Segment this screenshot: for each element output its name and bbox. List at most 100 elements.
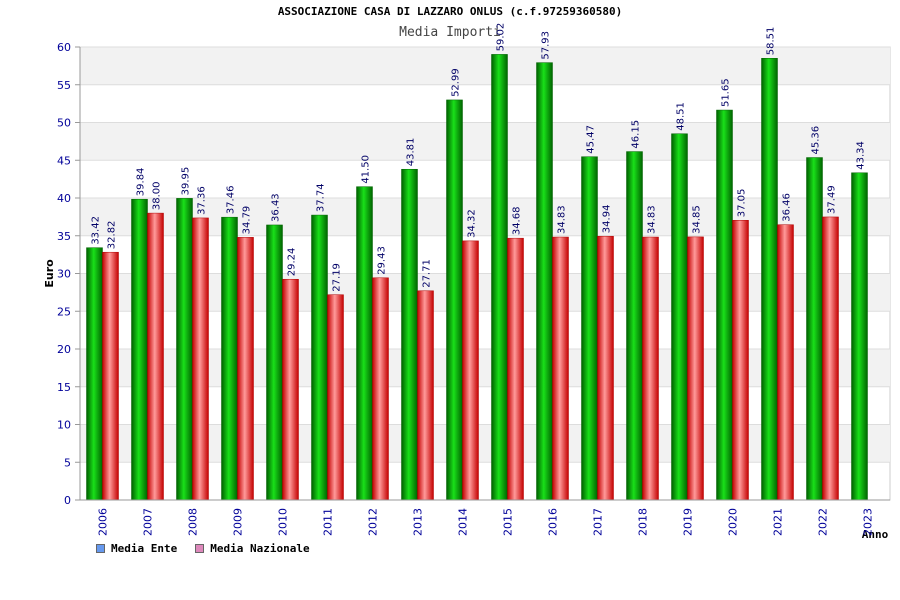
grid-band bbox=[80, 349, 890, 387]
bar-media-nazionale bbox=[732, 220, 749, 501]
data-label: 37.36 bbox=[197, 186, 208, 215]
legend-item-media-nazionale: Media Nazionale bbox=[195, 542, 310, 555]
data-label: 41.50 bbox=[361, 155, 372, 184]
chart-title: ASSOCIAZIONE CASA DI LAZZARO ONLUS (c.f.… bbox=[277, 5, 623, 18]
data-label: 45.47 bbox=[586, 125, 597, 154]
data-label: 57.93 bbox=[541, 31, 552, 60]
bar-media-ente bbox=[851, 172, 868, 501]
bar-media-nazionale bbox=[822, 216, 839, 501]
bar-media-ente bbox=[761, 57, 778, 501]
bar-media-ente bbox=[221, 216, 238, 501]
bar-media-nazionale bbox=[462, 240, 479, 501]
bar-media-ente bbox=[311, 214, 328, 501]
legend-label-media-ente: Media Ente bbox=[111, 542, 178, 555]
bar-media-nazionale bbox=[777, 224, 794, 501]
y-tick-label: 25 bbox=[57, 305, 71, 318]
bar-media-nazionale bbox=[102, 251, 119, 501]
grid-band bbox=[80, 47, 890, 85]
bar-media-ente bbox=[266, 224, 283, 501]
y-tick-label: 50 bbox=[57, 117, 71, 130]
y-tick-label: 15 bbox=[57, 381, 71, 394]
bar-media-nazionale bbox=[147, 212, 164, 501]
data-label: 37.74 bbox=[316, 183, 327, 212]
y-tick-label: 0 bbox=[64, 494, 71, 507]
data-label: 34.85 bbox=[692, 205, 703, 234]
legend: Media Ente Media Nazionale bbox=[96, 542, 310, 555]
bar-media-nazionale bbox=[372, 277, 389, 501]
y-tick-label: 40 bbox=[57, 192, 71, 205]
legend-item-media-ente: Media Ente bbox=[96, 542, 177, 555]
data-label: 34.68 bbox=[512, 207, 523, 236]
data-label: 29.43 bbox=[377, 246, 388, 275]
x-tick-label: 2013 bbox=[412, 508, 425, 536]
data-label: 48.51 bbox=[676, 102, 687, 131]
x-tick-label: 2012 bbox=[367, 508, 380, 536]
x-tick-label: 2007 bbox=[142, 508, 155, 536]
y-tick-label: 5 bbox=[64, 456, 71, 469]
y-tick-label: 20 bbox=[57, 343, 71, 356]
data-label: 37.05 bbox=[737, 189, 748, 218]
data-label: 32.82 bbox=[107, 221, 118, 250]
bar-media-ente bbox=[401, 168, 418, 501]
bar-media-ente bbox=[491, 54, 508, 501]
x-tick-label: 2015 bbox=[502, 508, 515, 536]
y-tick-label: 30 bbox=[57, 268, 71, 281]
bar-media-nazionale bbox=[282, 278, 299, 501]
x-tick-label: 2019 bbox=[682, 508, 695, 536]
x-tick-label: 2017 bbox=[592, 508, 605, 536]
x-tick-label: 2010 bbox=[277, 508, 290, 536]
x-tick-label: 2014 bbox=[457, 508, 470, 536]
x-tick-label: 2016 bbox=[547, 508, 560, 536]
data-label: 43.81 bbox=[406, 138, 417, 167]
y-tick-label: 55 bbox=[57, 79, 71, 92]
data-label: 59.02 bbox=[496, 23, 507, 52]
data-label: 33.42 bbox=[91, 216, 102, 245]
data-label: 38.00 bbox=[152, 181, 163, 210]
y-tick-label: 60 bbox=[57, 41, 71, 54]
y-tick-label: 45 bbox=[57, 154, 71, 167]
x-tick-label: 2021 bbox=[772, 508, 785, 536]
bar-media-nazionale bbox=[642, 236, 659, 501]
x-tick-label: 2023 bbox=[862, 508, 875, 536]
bar-media-ente bbox=[446, 99, 463, 501]
bar-media-ente bbox=[536, 62, 553, 501]
bar-media-nazionale bbox=[237, 237, 254, 501]
data-label: 34.32 bbox=[467, 209, 478, 238]
grid-band bbox=[80, 122, 890, 161]
legend-label-media-nazionale: Media Nazionale bbox=[210, 542, 310, 555]
x-tick-label: 2018 bbox=[637, 508, 650, 536]
bar-media-ente bbox=[581, 156, 598, 501]
data-label: 27.71 bbox=[422, 259, 433, 288]
data-label: 37.46 bbox=[226, 186, 237, 215]
x-tick-label: 2008 bbox=[187, 508, 200, 536]
bar-media-ente bbox=[86, 247, 103, 501]
bar-media-ente bbox=[176, 198, 193, 501]
bar-media-ente bbox=[671, 133, 688, 501]
x-axis-label: Anno bbox=[862, 528, 889, 541]
grid-band bbox=[80, 273, 890, 312]
bar-media-nazionale bbox=[417, 290, 434, 501]
data-label: 43.34 bbox=[856, 141, 867, 170]
data-label: 34.83 bbox=[557, 205, 568, 234]
y-axis-label: Euro bbox=[43, 259, 56, 288]
grid-band bbox=[80, 424, 890, 463]
data-label: 27.19 bbox=[332, 263, 343, 292]
bar-media-ente bbox=[716, 109, 733, 501]
data-label: 39.95 bbox=[181, 167, 192, 196]
bar-media-ente bbox=[356, 186, 373, 501]
data-label: 34.79 bbox=[242, 206, 253, 235]
data-label: 52.99 bbox=[451, 68, 462, 97]
chart-subtitle: Media Importi bbox=[399, 25, 501, 40]
bar-media-ente bbox=[131, 198, 148, 501]
bar-media-nazionale bbox=[327, 294, 344, 501]
data-label: 37.49 bbox=[827, 185, 838, 214]
grid-band bbox=[80, 198, 890, 236]
data-label: 39.84 bbox=[136, 168, 147, 197]
y-tick-label: 10 bbox=[57, 419, 71, 432]
x-tick-label: 2022 bbox=[817, 508, 830, 536]
bar-media-ente bbox=[626, 151, 643, 501]
data-label: 34.83 bbox=[647, 205, 658, 234]
bar-media-ente bbox=[806, 157, 823, 501]
bar-media-nazionale bbox=[192, 217, 209, 501]
